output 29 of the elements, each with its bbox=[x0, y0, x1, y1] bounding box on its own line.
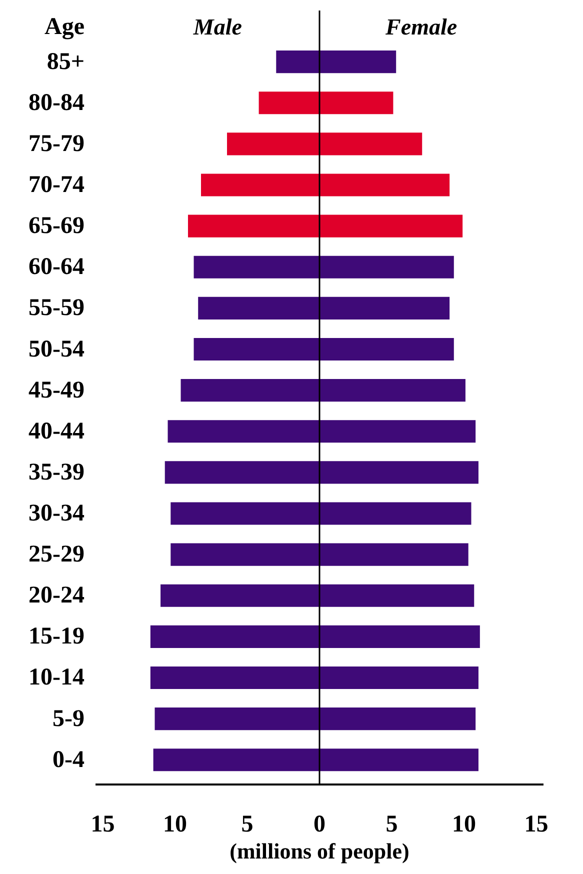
y-tick-label: 20-24 bbox=[28, 582, 85, 609]
x-tick-label: 0 bbox=[314, 812, 326, 838]
y-tick-label: 30-34 bbox=[28, 500, 85, 526]
y-tick-label: 80-84 bbox=[28, 90, 85, 116]
y-tick-label: 55-59 bbox=[28, 295, 85, 322]
series-label: Male bbox=[192, 14, 242, 40]
x-tick-label: 10 bbox=[452, 812, 476, 838]
y-tick-label: 45-49 bbox=[28, 377, 85, 404]
series-label: Female bbox=[384, 14, 458, 40]
y-tick-label: 35-39 bbox=[28, 459, 85, 486]
y-tick-label: 65-69 bbox=[28, 213, 85, 240]
y-tick-label: 50-54 bbox=[28, 336, 85, 362]
y-tick-label: 85+ bbox=[46, 48, 85, 75]
x-axis-title: (millions of people) bbox=[230, 838, 410, 864]
x-tick-label: 5 bbox=[241, 812, 254, 838]
x-tick-label: 15 bbox=[524, 812, 548, 838]
x-tick-label: 10 bbox=[162, 812, 187, 838]
y-tick-label: 60-64 bbox=[28, 254, 85, 280]
y-tick-label: 75-79 bbox=[28, 130, 85, 157]
y-tick-label: 40-44 bbox=[28, 418, 85, 444]
y-tick-label: 25-29 bbox=[28, 542, 85, 568]
y-tick-label: 15-19 bbox=[28, 624, 85, 650]
y-tick-label: 70-74 bbox=[28, 172, 85, 198]
y-tick-label: 10-14 bbox=[28, 664, 85, 691]
x-tick-label: 5 bbox=[386, 812, 398, 838]
x-tick-label: 15 bbox=[90, 812, 115, 838]
y-axis-title: Age bbox=[44, 14, 85, 40]
y-tick-label: 0-4 bbox=[52, 746, 85, 773]
y-tick-label: 5-9 bbox=[52, 706, 85, 732]
